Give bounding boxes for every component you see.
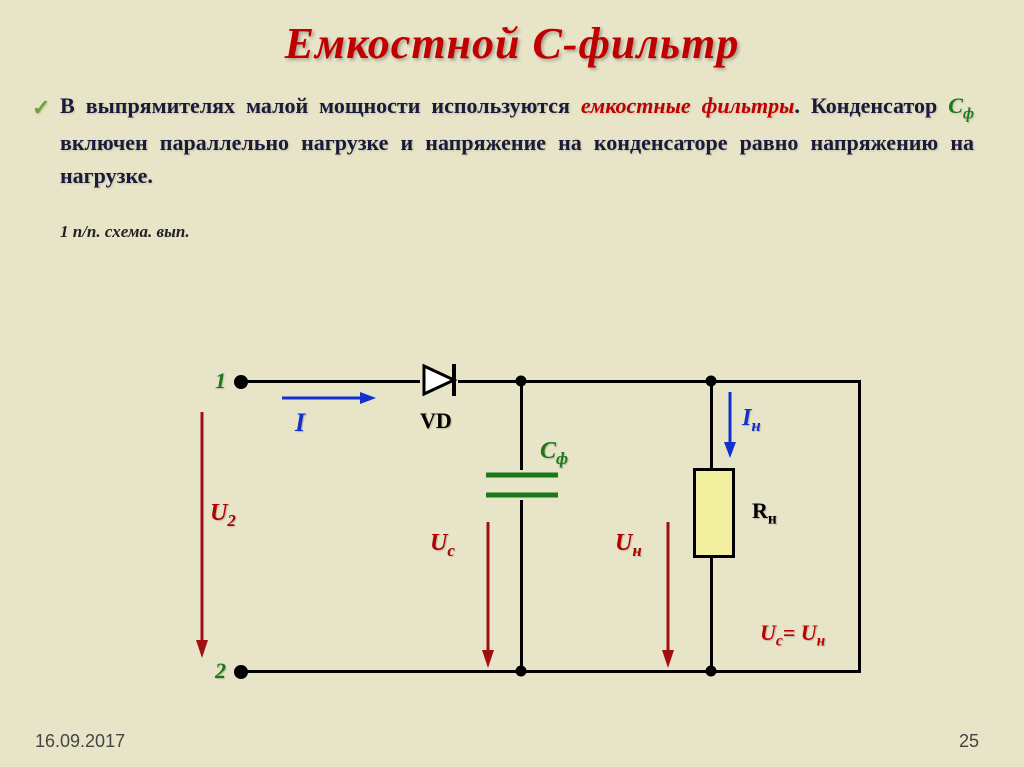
para-emph: емкостные фильтры <box>581 93 794 118</box>
para-tail: включен параллельно нагрузке и напряжени… <box>60 130 974 188</box>
label-vd: VD <box>420 408 452 434</box>
para-cf: Cф <box>948 93 974 118</box>
label-i: I <box>295 408 305 438</box>
equation-uc-un: Uс= Uн <box>760 620 825 650</box>
voltage-un-arrow <box>658 520 678 670</box>
capacitor-icon <box>480 465 564 505</box>
label-uc: Uс <box>430 530 455 561</box>
footer-page: 25 <box>959 731 979 752</box>
label-in: Iн <box>742 405 761 436</box>
para-lead: В выпрямителях малой мощности используют… <box>60 93 581 118</box>
resistor-icon <box>693 468 735 558</box>
voltage-uc-arrow <box>478 520 498 670</box>
label-terminal-1: 1 <box>215 368 226 394</box>
circuit-diagram: 1 2 I VD Cф U2 Uс Uн Iн Rн Uс= Uн <box>180 350 900 710</box>
description-paragraph: ✓ В выпрямителях малой мощности использу… <box>60 89 974 192</box>
voltage-u2-arrow <box>192 410 212 660</box>
label-un: Uн <box>615 530 642 561</box>
footer-date: 16.09.2017 <box>35 731 125 752</box>
para-after: . Конденсатор <box>794 93 948 118</box>
label-cf: Cф <box>540 438 568 469</box>
current-in-arrow <box>720 390 740 460</box>
checkmark-icon: ✓ <box>32 91 50 124</box>
schema-subtitle: 1 п/п. схема. вып. <box>60 222 1024 242</box>
page-title: Емкостной С-фильтр <box>0 0 1024 69</box>
terminal-1 <box>234 375 248 389</box>
terminal-2 <box>234 665 248 679</box>
label-rn: Rн <box>752 498 777 528</box>
label-terminal-2: 2 <box>215 658 226 684</box>
label-u2: U2 <box>210 500 236 531</box>
current-i-arrow <box>280 388 380 408</box>
